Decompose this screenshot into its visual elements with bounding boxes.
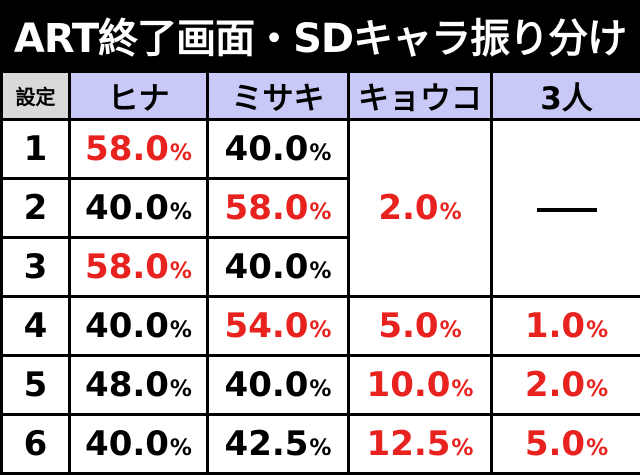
page: ART終了画面・SDキャラ振り分け 設定 ヒナ ミサキ キョウコ 3人 1 58… — [0, 0, 640, 451]
kyouko-rate-merged: 2.0% — [349, 120, 492, 297]
setting-number: 5 — [2, 356, 70, 415]
hina-rate: 48.0% — [70, 356, 208, 415]
misaki-rate: 58.0% — [208, 179, 349, 238]
misaki-rate: 40.0% — [208, 120, 349, 179]
hina-rate: 58.0% — [70, 120, 208, 179]
misaki-rate: 42.5% — [208, 415, 349, 474]
rate-value: 10.0 — [367, 365, 451, 405]
percent-sign: % — [309, 200, 331, 225]
percent-sign: % — [309, 318, 331, 343]
rate-value: 2.0 — [525, 365, 585, 405]
hina-rate: 40.0% — [70, 297, 208, 356]
setting-number: 4 — [2, 297, 70, 356]
column-header-misaki: ミサキ — [208, 72, 349, 120]
misaki-rate: 40.0% — [208, 356, 349, 415]
rate-value: 48.0 — [85, 365, 169, 405]
column-header-setting: 設定 — [2, 72, 70, 120]
percent-sign: % — [309, 259, 331, 284]
three-people-rate: 1.0% — [492, 297, 640, 356]
table-header-row: 設定 ヒナ ミサキ キョウコ 3人 — [2, 72, 640, 120]
percent-sign: % — [170, 200, 192, 225]
percent-sign: % — [170, 436, 192, 461]
percent-sign: % — [451, 436, 473, 461]
table-row: 6 40.0% 42.5% 12.5% 5.0% — [2, 415, 640, 474]
rate-value: 5.0 — [525, 424, 585, 464]
hina-rate: 40.0% — [70, 179, 208, 238]
percent-sign: % — [170, 259, 192, 284]
column-header-three-people: 3人 — [492, 72, 640, 120]
percent-sign: % — [309, 436, 331, 461]
setting-number: 2 — [2, 179, 70, 238]
rate-value: 54.0 — [225, 306, 309, 346]
percent-sign: % — [170, 318, 192, 343]
three-people-rate: 5.0% — [492, 415, 640, 474]
percent-sign: % — [309, 141, 331, 166]
percent-sign: % — [586, 318, 608, 343]
kyouko-rate: 5.0% — [349, 297, 492, 356]
rate-value: 2.0 — [378, 188, 438, 228]
distribution-table: 設定 ヒナ ミサキ キョウコ 3人 1 58.0% 40.0% 2.0% 2 4… — [0, 70, 640, 475]
table-row: 4 40.0% 54.0% 5.0% 1.0% — [2, 297, 640, 356]
rate-value: 40.0 — [85, 424, 169, 464]
kyouko-rate: 12.5% — [349, 415, 492, 474]
percent-sign: % — [586, 436, 608, 461]
percent-sign: % — [309, 377, 331, 402]
three-people-rate-merged — [492, 120, 640, 297]
percent-sign: % — [440, 318, 462, 343]
table-row: 5 48.0% 40.0% 10.0% 2.0% — [2, 356, 640, 415]
rate-value: 58.0 — [85, 129, 169, 169]
dash-mark — [537, 208, 597, 212]
rate-value: 40.0 — [225, 247, 309, 287]
hina-rate: 40.0% — [70, 415, 208, 474]
percent-sign: % — [440, 200, 462, 225]
misaki-rate: 54.0% — [208, 297, 349, 356]
rate-value: 40.0 — [85, 188, 169, 228]
rate-value: 40.0 — [225, 365, 309, 405]
page-title: ART終了画面・SDキャラ振り分け — [0, 0, 640, 70]
percent-sign: % — [170, 377, 192, 402]
table-row: 1 58.0% 40.0% 2.0% — [2, 120, 640, 179]
setting-number: 3 — [2, 238, 70, 297]
rate-value: 1.0 — [525, 306, 585, 346]
three-people-rate: 2.0% — [492, 356, 640, 415]
column-header-hina: ヒナ — [70, 72, 208, 120]
hina-rate: 58.0% — [70, 238, 208, 297]
percent-sign: % — [586, 377, 608, 402]
rate-value: 5.0 — [378, 306, 438, 346]
percent-sign: % — [451, 377, 473, 402]
rate-value: 42.5 — [225, 424, 309, 464]
rate-value: 12.5 — [367, 424, 451, 464]
kyouko-rate: 10.0% — [349, 356, 492, 415]
rate-value: 40.0 — [85, 306, 169, 346]
rate-value: 40.0 — [225, 129, 309, 169]
rate-value: 58.0 — [225, 188, 309, 228]
setting-number: 1 — [2, 120, 70, 179]
setting-number: 6 — [2, 415, 70, 474]
misaki-rate: 40.0% — [208, 238, 349, 297]
percent-sign: % — [170, 141, 192, 166]
column-header-kyouko: キョウコ — [349, 72, 492, 120]
rate-value: 58.0 — [85, 247, 169, 287]
